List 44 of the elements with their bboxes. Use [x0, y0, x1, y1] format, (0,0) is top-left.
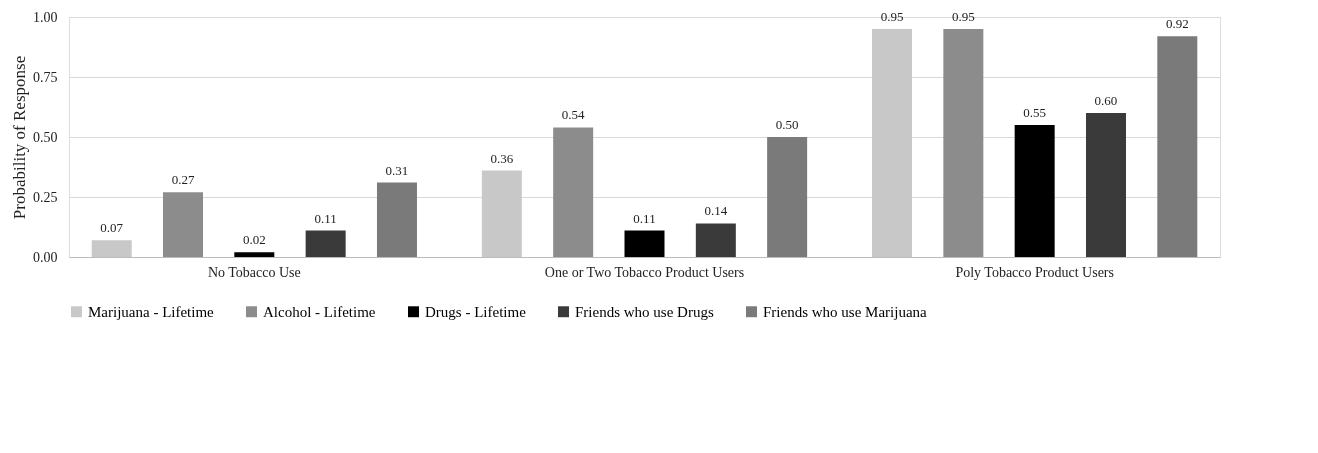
legend-label: Friends who use Marijuana — [763, 303, 928, 320]
bar — [943, 29, 984, 257]
bar — [872, 29, 913, 257]
data-label: 0.36 — [490, 150, 514, 166]
y-tick-label: 0.00 — [33, 249, 58, 265]
bar — [695, 223, 736, 257]
data-label: 0.07 — [100, 220, 124, 236]
data-label: 0.02 — [242, 232, 266, 248]
legend-label: Alcohol - Lifetime — [263, 303, 376, 320]
data-label: 0.11 — [633, 210, 656, 226]
y-tick-label: 0.75 — [33, 69, 58, 85]
bar — [91, 240, 132, 257]
bar — [376, 182, 417, 257]
y-tick-label: 0.25 — [33, 189, 58, 205]
data-label: 0.27 — [171, 172, 195, 188]
data-label: 0.11 — [314, 210, 337, 226]
bar — [1085, 113, 1126, 257]
bar — [481, 170, 522, 257]
bar — [767, 137, 808, 257]
legend-label: Marijuana - Lifetime — [88, 303, 215, 320]
data-label: 0.54 — [561, 107, 586, 123]
x-tick-label: Poly Tobacco Product Users — [955, 264, 1114, 280]
data-label: 0.50 — [775, 117, 799, 132]
bar — [163, 192, 204, 257]
y-axis-title: Probability of Response — [10, 55, 29, 220]
bar — [553, 127, 594, 257]
x-tick-label: No Tobacco Use — [207, 264, 301, 280]
y-tick-label: 1.00 — [33, 9, 58, 25]
bar — [305, 230, 346, 257]
data-label: 0.60 — [1094, 93, 1118, 108]
legend-label: Friends who use Drugs — [575, 303, 714, 320]
bar — [1157, 36, 1198, 257]
data-label: 0.31 — [385, 162, 409, 178]
bar — [1014, 125, 1055, 257]
data-label: 0.95 — [951, 9, 975, 24]
legend-label: Drugs - Lifetime — [425, 303, 527, 320]
x-tick-label: One or Two Tobacco Product Users — [544, 264, 745, 280]
bar — [234, 252, 275, 257]
data-label: 0.92 — [1165, 16, 1189, 32]
data-label: 0.55 — [1023, 105, 1047, 120]
y-tick-label: 0.50 — [33, 129, 58, 145]
data-label: 0.95 — [880, 9, 904, 24]
bar — [624, 230, 665, 257]
data-label: 0.14 — [704, 203, 728, 219]
